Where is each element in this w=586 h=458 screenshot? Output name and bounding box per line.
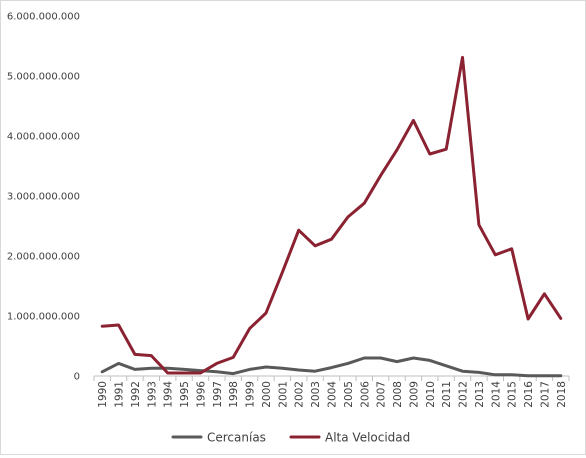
x-tick-label: 2017	[539, 381, 551, 408]
y-tick-label: 3.000.000.000	[7, 192, 80, 203]
x-tick-label: 1994	[163, 381, 175, 408]
x-tick-label: 2010	[425, 381, 437, 408]
series-line-cercanias	[100, 356, 563, 378]
x-tick-label: 1991	[114, 381, 126, 408]
x-tick-label: 2008	[392, 381, 404, 408]
x-tick-label: 2014	[490, 381, 502, 408]
x-tick-label: 2015	[507, 381, 519, 408]
x-tick-label: 1993	[146, 381, 158, 408]
series-layer	[100, 55, 563, 378]
x-tick-label: 2012	[458, 381, 470, 408]
legend: Cercanías Alta Velocidad	[171, 431, 410, 445]
y-tick-label: 2.000.000.000	[7, 252, 80, 263]
x-tick-label: 2007	[376, 381, 388, 408]
x-tick-label: 1997	[212, 381, 224, 408]
x-tick-label: 2009	[408, 381, 420, 408]
x-tick-label: 1996	[195, 381, 207, 408]
series-line-alta-velocidad	[100, 55, 563, 375]
legend-label: Cercanías	[207, 431, 266, 445]
x-tick-label: 2004	[327, 381, 339, 408]
y-tick-label: 0	[74, 372, 80, 383]
x-tick-label: 2006	[359, 381, 371, 408]
legend-label: Alta Velocidad	[325, 431, 410, 445]
y-tick-label: 1.000.000.000	[7, 312, 80, 323]
x-tick-label: 1990	[97, 381, 109, 408]
x-axis: 1990 1991 1992 1993 1994 1995 1996 1997 1998 1999…	[93, 375, 570, 408]
y-tick-label: 6.000.000.000	[7, 12, 80, 23]
x-tick-label: 2018	[556, 381, 568, 408]
x-tick-label: 2000	[261, 381, 273, 408]
x-tick-label: 2001	[277, 381, 289, 408]
x-tick-label: 2005	[343, 381, 355, 408]
y-axis: 0 1.000.000.000 2.000.000.000 3.000.000.000…	[7, 12, 80, 383]
x-tick-label: 1999	[245, 381, 257, 408]
x-tick-label: 2011	[441, 381, 453, 408]
y-tick-label: 4.000.000.000	[7, 132, 80, 143]
x-tick-label: 1995	[179, 381, 191, 408]
x-tick-label: 2002	[294, 381, 306, 408]
x-tick-label: 2003	[310, 381, 322, 408]
x-tick-label: 2016	[523, 381, 535, 408]
x-tick-label: 2013	[474, 381, 486, 408]
y-tick-label: 5.000.000.000	[7, 72, 80, 83]
x-tick-label: 1992	[130, 381, 142, 408]
x-tick-label: 1998	[228, 381, 240, 408]
